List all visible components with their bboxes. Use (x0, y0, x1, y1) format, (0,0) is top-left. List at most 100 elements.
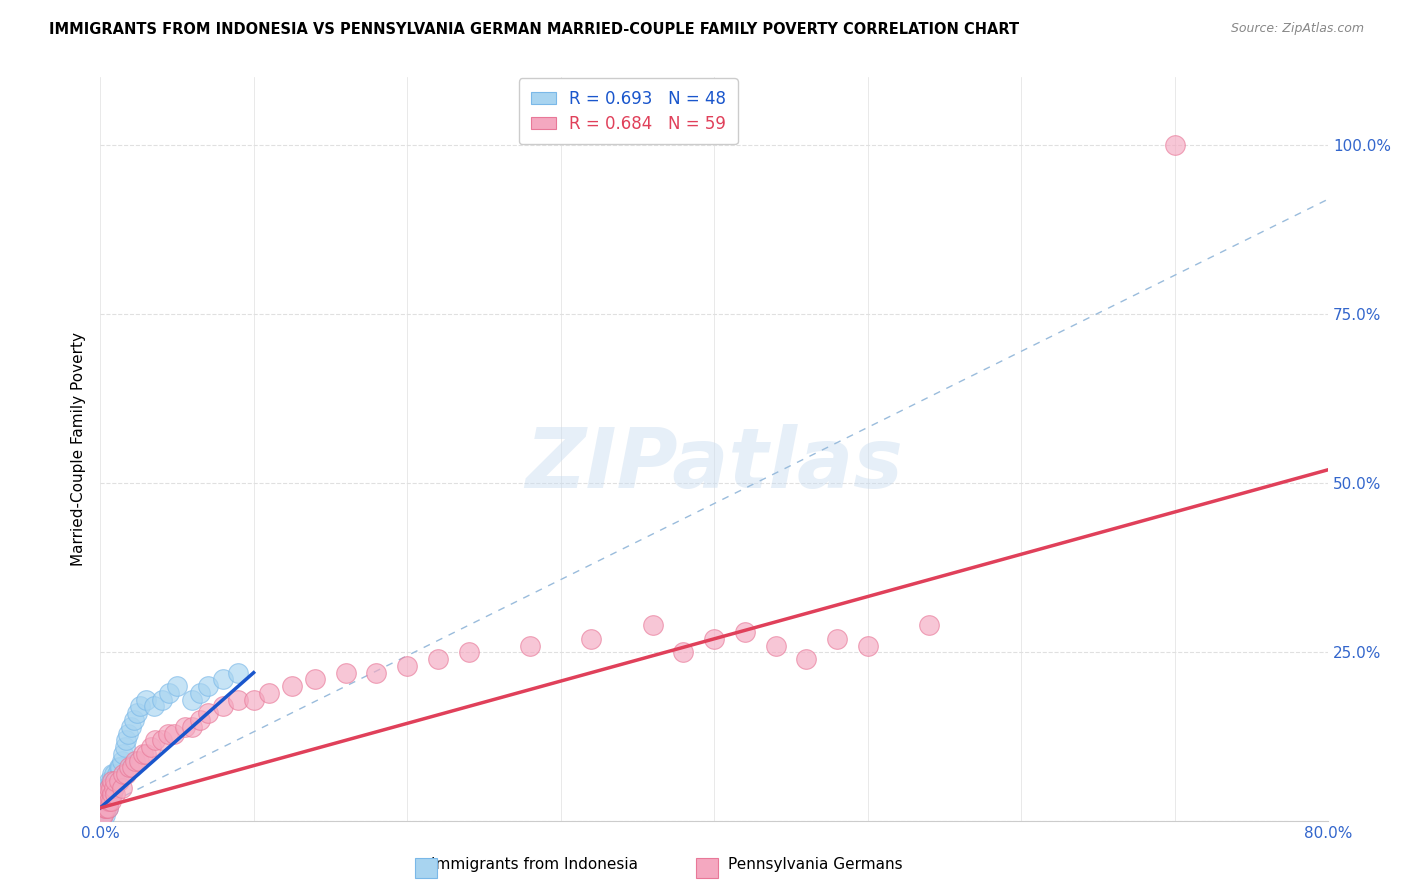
Point (104, 773, 127, 788)
Point (188, 686, 211, 700)
Point (91, 807, 114, 822)
Point (108, 760, 131, 774)
Point (129, 699, 152, 714)
Point (181, 720, 204, 734)
Point (335, 665, 357, 680)
Point (114, 740, 136, 755)
Point (93, 801, 115, 815)
Point (120, 720, 142, 734)
Point (97, 788, 120, 802)
Point (257, 686, 280, 700)
Point (93, 794, 115, 808)
Point (226, 665, 249, 680)
Point (197, 679, 219, 693)
Point (856, 639, 879, 653)
Point (457, 645, 479, 659)
Point (100, 794, 122, 808)
Point (366, 665, 388, 680)
Point (98, 773, 121, 788)
Point (91, 807, 114, 822)
Point (96, 801, 118, 815)
Point (145, 733, 167, 747)
Point (212, 699, 235, 714)
Point (125, 706, 148, 721)
Point (103, 780, 125, 795)
Point (90, 801, 112, 815)
Point (150, 733, 173, 747)
Point (121, 760, 143, 774)
Point (1163, 138, 1185, 153)
Point (100, 788, 122, 802)
Point (304, 673, 326, 687)
Point (93, 780, 115, 795)
Point (91, 788, 114, 802)
Point (242, 692, 264, 706)
Point (112, 747, 135, 761)
Point (641, 618, 664, 632)
Point (98, 780, 121, 795)
Point (93, 807, 115, 822)
Point (100, 780, 122, 795)
Text: Pennsylvania Germans: Pennsylvania Germans (728, 857, 903, 872)
Point (101, 788, 124, 802)
Point (90, 807, 112, 822)
Point (226, 692, 249, 706)
Point (96, 794, 118, 808)
Point (112, 767, 135, 781)
Point (111, 754, 134, 768)
Point (156, 726, 179, 740)
Point (825, 632, 848, 646)
Point (96, 788, 118, 802)
Point (918, 618, 941, 632)
Point (105, 767, 128, 781)
Point (91, 801, 114, 815)
Point (107, 760, 129, 774)
Point (117, 726, 139, 740)
Point (157, 686, 180, 700)
Point (101, 788, 124, 802)
Point (118, 760, 141, 774)
Point (90, 807, 112, 822)
Point (765, 639, 787, 653)
Point (188, 713, 211, 727)
Text: Immigrants from Indonesia: Immigrants from Indonesia (430, 857, 638, 872)
Point (101, 773, 124, 788)
Point (98, 794, 121, 808)
Point (98, 794, 121, 808)
Point (93, 794, 115, 808)
Point (197, 706, 219, 721)
Point (115, 733, 138, 747)
Text: ZIPatlas: ZIPatlas (526, 424, 903, 505)
Point (135, 692, 157, 706)
Point (163, 726, 186, 740)
Point (281, 679, 304, 693)
Point (90, 794, 112, 808)
Point (122, 713, 145, 727)
Point (107, 773, 129, 788)
Point (794, 652, 817, 666)
Text: IMMIGRANTS FROM INDONESIA VS PENNSYLVANIA GERMAN MARRIED-COUPLE FAMILY POVERTY C: IMMIGRANTS FROM INDONESIA VS PENNSYLVANI… (49, 22, 1019, 37)
Point (93, 801, 115, 815)
Point (111, 780, 134, 795)
Point (103, 767, 125, 781)
Point (96, 788, 118, 802)
Point (166, 679, 188, 693)
Point (115, 767, 138, 781)
Point (135, 747, 157, 761)
Point (101, 767, 124, 781)
Point (142, 699, 165, 714)
Point (98, 788, 121, 802)
Point (212, 673, 235, 687)
Point (173, 720, 195, 734)
Point (519, 639, 541, 653)
Point (181, 692, 204, 706)
Point (132, 747, 155, 761)
Point (139, 740, 162, 755)
Point (128, 754, 150, 768)
Point (703, 632, 725, 646)
Point (426, 652, 449, 666)
Point (150, 692, 173, 706)
Point (103, 780, 125, 795)
Point (396, 659, 419, 673)
Point (97, 801, 120, 815)
